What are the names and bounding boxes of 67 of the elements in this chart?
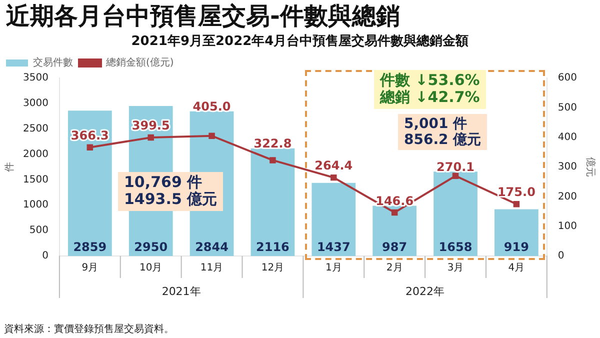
bar (434, 172, 478, 256)
bar (250, 148, 295, 256)
chart-title: 近期各月台中預售屋交易-件數與總銷 (6, 1, 400, 32)
data-label: 1658 (438, 240, 472, 254)
x-tick-label: 12月 (261, 262, 284, 274)
y2-tick-label: 200 (558, 191, 578, 202)
annotation: 總銷 ↓42.7% (380, 88, 480, 106)
annotation: 件數 ↓53.6% (380, 71, 480, 90)
bar (372, 206, 417, 256)
y-tick-label: 1000 (22, 200, 48, 211)
data-label: 322.8 (254, 136, 292, 151)
text: 2022年 (406, 284, 445, 298)
y2-tick-label: 100 (558, 220, 578, 232)
data-label: 270.1 (436, 160, 474, 174)
x-tick-label: 10月 (139, 262, 162, 274)
legend-label: 交易件數 (33, 56, 73, 69)
point (452, 172, 459, 179)
data-label: 405.0 (192, 99, 231, 114)
y2-tick-label: 500 (558, 102, 578, 114)
point (513, 200, 520, 208)
x-tick-label: 1月 (325, 262, 342, 274)
y-tick-label: 2500 (22, 123, 48, 134)
x-tick-label: 2月 (386, 262, 403, 274)
data-label: 919 (504, 240, 529, 254)
data-label: 2844 (195, 240, 228, 254)
data-label: 264.4 (314, 158, 353, 173)
chart-subtitle: 2021年9月至2022年4月台中預售屋交易件數與總銷金額 (130, 32, 470, 50)
legend-label: 總銷金額(億元) (105, 56, 174, 69)
y2-tick-label: 0 (558, 250, 564, 262)
annotation: 10,769 件 (124, 173, 204, 191)
y-tick-label: 2000 (22, 148, 48, 160)
y-axis-title: 件 (4, 162, 16, 172)
annotation: 5,001 件 (404, 116, 468, 132)
data-label: 2116 (256, 240, 290, 254)
data-label: 2950 (134, 240, 168, 254)
annotation: 856.2 億元 (404, 132, 482, 148)
point (270, 157, 276, 164)
point (86, 144, 94, 150)
data-label: 2859 (73, 240, 107, 254)
data-label: 175.0 (497, 185, 536, 200)
x-tick-label: 4月 (508, 262, 525, 274)
y-tick-label: 3000 (22, 98, 48, 110)
data-label: 399.5 (132, 118, 170, 133)
y-tick-label: 3500 (22, 72, 48, 84)
point (148, 134, 154, 141)
y2-tick-label: 400 (558, 132, 578, 143)
y2-tick-label: 600 (558, 72, 578, 84)
point (330, 174, 337, 181)
bar (68, 110, 112, 256)
data-label: 366.3 (70, 128, 109, 142)
bar (494, 209, 538, 256)
x-tick-label: 11月 (200, 262, 224, 274)
source-note: 資料來源：實價登錄預售屋交易資料。 (4, 322, 174, 336)
y2-tick-label: 300 (558, 162, 578, 173)
y2-axis-title: 億元 (584, 157, 596, 177)
y-tick-label: 0 (42, 250, 48, 262)
y-tick-label: 500 (29, 225, 48, 236)
bar (312, 182, 356, 256)
x-tick-label: 3月 (447, 262, 464, 274)
data-label: 987 (382, 240, 408, 254)
annotation: 1493.5 億元 (124, 190, 218, 208)
point (208, 132, 215, 139)
point (391, 209, 398, 216)
data-label: 1437 (316, 240, 350, 254)
text: 2021年 (162, 284, 201, 298)
x-tick-label: 9月 (82, 262, 98, 274)
y-tick-label: 1500 (22, 174, 48, 186)
